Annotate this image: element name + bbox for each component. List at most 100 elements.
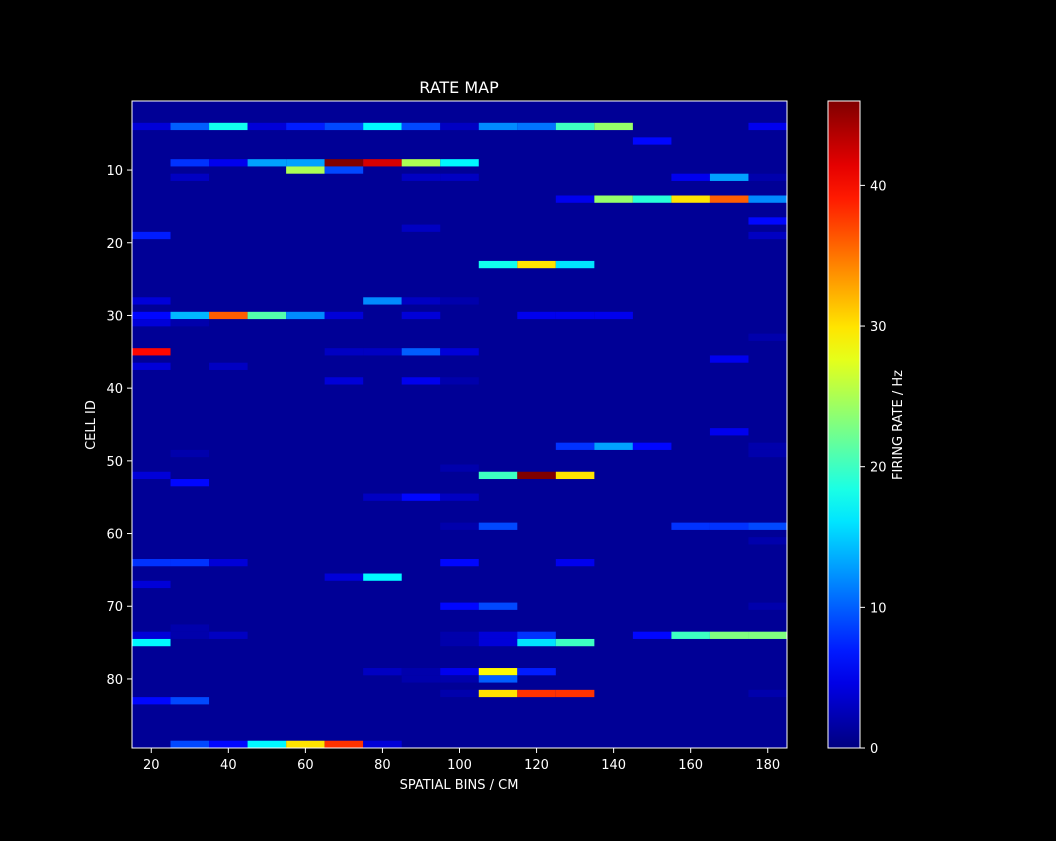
heatmap-cell xyxy=(170,740,210,748)
heatmap-cell xyxy=(517,631,556,639)
heatmap-cell xyxy=(478,522,518,530)
heatmap-cell xyxy=(209,311,248,320)
heatmap-cell xyxy=(286,166,325,174)
heatmap-cell xyxy=(170,449,210,458)
heatmap-cell xyxy=(401,224,441,232)
heatmap-cell xyxy=(170,122,210,131)
colorbar-tick-label: 30 xyxy=(870,320,887,335)
heatmap-cell xyxy=(709,428,749,436)
heatmap-cell xyxy=(748,195,787,203)
heatmap-cell xyxy=(401,173,441,181)
heatmap-cell xyxy=(247,311,287,320)
heatmap-cell xyxy=(748,689,787,698)
heatmap-cell xyxy=(709,631,749,639)
heatmap-cell xyxy=(247,159,287,167)
heatmap-cell xyxy=(440,631,479,639)
heatmap-cell xyxy=(440,297,479,305)
heatmap-cell xyxy=(555,442,595,450)
heatmap-cell xyxy=(132,697,171,705)
heatmap-cell xyxy=(401,348,441,356)
y-tick-label: 10 xyxy=(106,164,123,179)
heatmap-cell xyxy=(555,260,595,269)
heatmap-cell xyxy=(170,558,210,567)
heatmap-cell xyxy=(363,493,402,501)
heatmap-cell xyxy=(671,195,710,203)
x-tick-label: 180 xyxy=(755,758,780,773)
heatmap-cell xyxy=(478,675,518,683)
heatmap-cell xyxy=(555,311,595,320)
heatmap-cell xyxy=(440,173,479,181)
heatmap-cell xyxy=(517,689,556,698)
heatmap-cell xyxy=(440,464,479,472)
x-tick-label: 160 xyxy=(678,758,703,773)
heatmap-cell xyxy=(401,493,441,501)
colorbar-tick-label: 20 xyxy=(870,461,887,476)
heatmap-cell xyxy=(401,675,441,683)
heatmap-cell xyxy=(440,159,479,167)
colorbar: 0 10 20 30 40 xyxy=(827,100,887,757)
heatmap-cell xyxy=(363,573,402,581)
x-tick-label: 120 xyxy=(524,758,549,773)
heatmap-cell xyxy=(132,122,171,131)
heatmap-cell xyxy=(632,631,672,639)
heatmap-cell xyxy=(170,479,210,487)
heatmap-cell xyxy=(440,675,479,683)
heatmap-cell xyxy=(324,377,364,385)
heatmap-cell xyxy=(324,573,364,581)
x-tick-label: 80 xyxy=(374,758,391,773)
heatmap-cell xyxy=(517,638,556,647)
heatmap-cell xyxy=(748,231,787,240)
heatmap-cell xyxy=(209,631,248,639)
heatmap-cell xyxy=(324,159,364,167)
heatmap-cell xyxy=(132,319,171,327)
heatmap-cell xyxy=(517,471,556,480)
heatmap-cell xyxy=(517,668,556,676)
y-tick-label: 20 xyxy=(106,237,123,252)
colorbar-tick-label: 0 xyxy=(870,742,878,757)
heatmap-cell xyxy=(132,631,171,639)
heatmap-cell xyxy=(170,624,210,632)
y-tick-label: 40 xyxy=(106,382,123,397)
heatmap-cell xyxy=(209,122,248,131)
heatmap-cell xyxy=(132,580,171,589)
heatmap-cell xyxy=(401,668,441,676)
heatmap-cell xyxy=(324,740,364,748)
heatmap-cell xyxy=(209,362,248,370)
colorbar-tick-label: 10 xyxy=(870,601,887,616)
heatmap-cell xyxy=(440,668,479,676)
heatmap-cell xyxy=(363,348,402,356)
heatmap-cell xyxy=(555,558,595,567)
heatmap-cell xyxy=(209,558,248,567)
heatmap-cell xyxy=(363,122,402,131)
heatmap-cell xyxy=(748,217,787,225)
heatmap-cell xyxy=(363,297,402,305)
heatmap-cell xyxy=(748,449,787,458)
colorbar-tick-label: 40 xyxy=(870,179,887,194)
heatmap-cell xyxy=(324,166,364,174)
heatmap-cell xyxy=(517,311,556,320)
x-tick-label: 100 xyxy=(447,758,472,773)
heatmap-cell xyxy=(170,311,210,320)
heatmap-cell xyxy=(440,602,479,610)
heatmap-cell xyxy=(401,159,441,167)
heatmap-cell xyxy=(478,631,518,639)
x-tick-label: 60 xyxy=(297,758,314,773)
heatmap-cell xyxy=(594,195,633,203)
heatmap-cell xyxy=(517,122,556,131)
heatmap-cell xyxy=(440,522,479,530)
y-tick-label: 60 xyxy=(106,528,123,543)
heatmap-cell xyxy=(440,558,479,567)
heatmap-cell xyxy=(440,493,479,501)
heatmap-cell xyxy=(209,740,248,748)
heatmap-cell xyxy=(517,260,556,269)
heatmap-cell xyxy=(132,311,171,320)
heatmap-cell xyxy=(247,122,287,131)
heatmap-cell xyxy=(478,638,518,647)
x-tick-label: 40 xyxy=(220,758,237,773)
heatmap-cell xyxy=(478,122,518,131)
heatmap-cell xyxy=(286,311,325,320)
y-axis: 10 20 30 40 50 60 70 80 xyxy=(106,164,132,688)
heatmap-cell xyxy=(324,122,364,131)
y-tick-label: 70 xyxy=(106,600,123,615)
